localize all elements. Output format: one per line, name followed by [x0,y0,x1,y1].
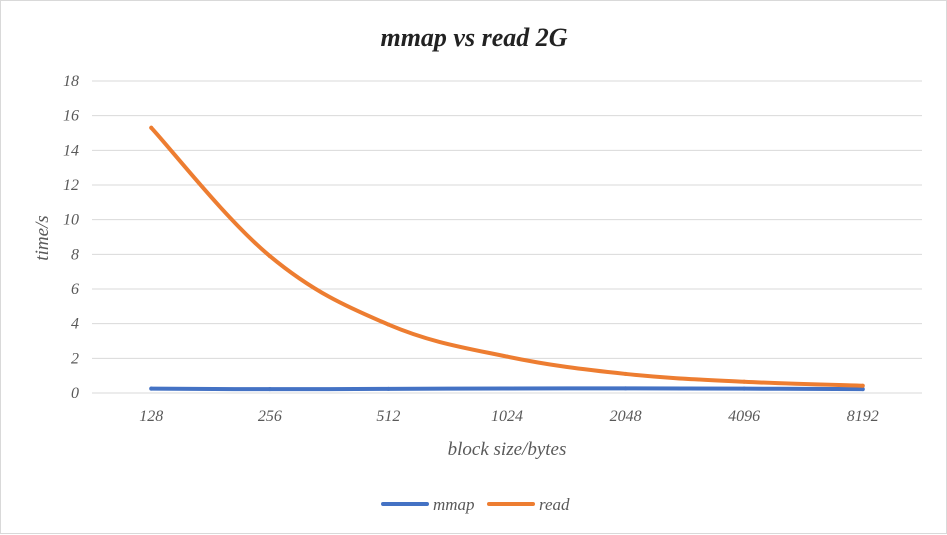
legend-label-mmap: mmap [433,495,475,514]
y-axis-ticks: 0 2 4 6 8 10 12 14 16 18 [63,73,79,402]
data-point-read [386,322,391,327]
data-point-read [267,254,272,259]
data-point-read [742,379,747,384]
y-tick-label: 4 [71,316,79,333]
data-point-read [505,354,509,359]
data-point-mmap [386,386,391,391]
data-point-mmap [267,387,272,392]
y-axis-label: time/s [32,215,53,260]
x-tick-label: 8192 [847,408,879,425]
series-line-read [149,125,865,388]
x-tick-label: 128 [139,408,163,425]
y-tick-label: 8 [71,246,79,263]
y-tick-label: 6 [71,281,79,298]
x-tick-label: 256 [258,408,282,425]
x-axis-label: block size/bytes [448,439,567,460]
y-tick-label: 12 [63,177,79,194]
x-tick-label: 2048 [610,408,642,425]
x-tick-label: 512 [376,408,400,425]
gridlines [92,80,922,394]
data-point-read [623,371,628,376]
legend: mmap read [381,495,570,514]
data-point-mmap [623,386,628,391]
chart-title: mmap vs read 2G [380,23,567,52]
y-tick-label: 10 [63,212,79,229]
data-point-mmap [860,387,865,392]
y-tick-label: 18 [63,73,79,90]
y-tick-label: 0 [71,385,79,402]
x-tick-label: 4096 [728,408,760,425]
data-point-read [149,125,154,130]
data-point-mmap [505,386,509,391]
y-tick-label: 2 [71,350,79,367]
x-axis-ticks: 128 256 512 1024 2048 4096 8192 [139,408,878,425]
data-point-mmap [149,386,154,391]
data-point-read [860,383,865,388]
y-tick-label: 14 [63,142,79,159]
x-tick-label: 1024 [491,408,523,425]
y-tick-label: 16 [63,108,79,125]
legend-label-read: read [539,495,570,514]
series-lines [149,125,865,392]
data-point-mmap [742,386,747,391]
